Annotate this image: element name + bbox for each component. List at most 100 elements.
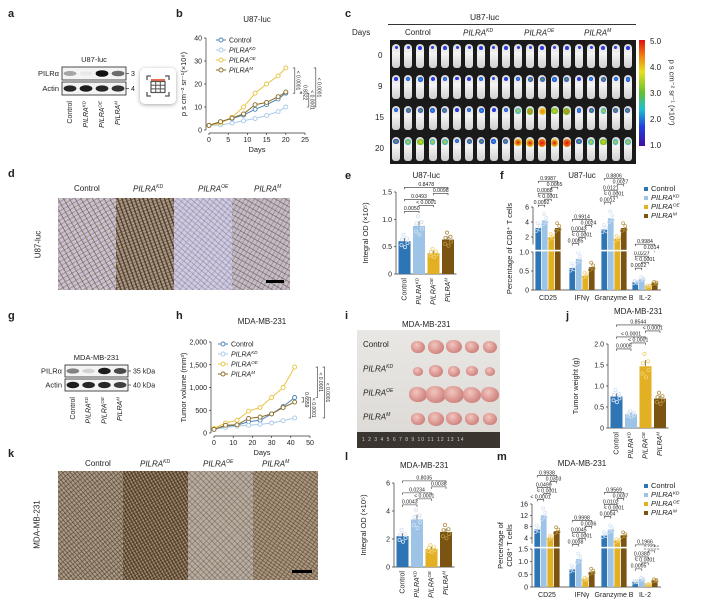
chart-m-data-point <box>540 517 544 522</box>
mouse <box>562 106 571 130</box>
chart-b-data-point <box>252 90 258 96</box>
panel-c-day-9: 9 <box>378 82 383 91</box>
chart-j-data-point <box>617 396 622 401</box>
chart-b-legend-marker <box>218 57 224 63</box>
mouse <box>599 106 608 130</box>
chart-l-p-value: 0.0038 <box>431 482 447 488</box>
chart-m-y-label: Percentage of <box>496 521 505 569</box>
chart-f-data-point <box>575 260 579 265</box>
chart-f-data-point <box>610 213 615 218</box>
chart-h-data-point <box>234 417 240 423</box>
chart-f-bar <box>651 283 658 290</box>
chart-e-data-point <box>404 236 409 241</box>
chart-f-bar <box>614 238 621 290</box>
chart-m-y-tick-label: 4 <box>524 536 528 543</box>
luminescence-signal <box>614 46 618 50</box>
chart-l-x-tick-label: PILRAOE <box>427 570 436 598</box>
panel-d-label-oe: PILRAOE <box>198 184 228 194</box>
label-gene: Control <box>402 278 409 301</box>
chart-m-legend-swatch <box>644 502 648 506</box>
sup: OE <box>226 459 234 465</box>
table-extract-button[interactable] <box>140 68 176 104</box>
chart-m-comparison-bracket <box>634 544 656 547</box>
mouse <box>599 44 608 68</box>
gene: PILRA <box>133 184 157 194</box>
chart-m-comparison-bracket <box>536 475 558 478</box>
histology-kd <box>123 471 188 580</box>
chart-b-comparison-bracket <box>299 91 303 94</box>
panel-g-marker-label: 35 kDa <box>133 369 155 376</box>
luminescence-signal <box>431 46 435 50</box>
mouse <box>404 106 413 130</box>
chart-f-p-value: 0.0092 <box>534 200 550 206</box>
label-sup: KD <box>82 100 87 107</box>
chart-m-comparison-bracket <box>571 520 593 523</box>
luminescence-signal <box>601 46 606 50</box>
ivis-row <box>390 71 636 102</box>
chart-m-data-point <box>572 568 576 573</box>
chart-e-x-tick-label: Control <box>402 278 409 301</box>
chart-f-p-value: 0.0065 <box>547 182 563 188</box>
chart-j-data-point <box>642 351 647 356</box>
chart-e-data-point <box>417 232 422 237</box>
chart-m-comparison-bracket <box>571 544 580 547</box>
chart-f-y-tick-label: 1.0 <box>519 250 529 257</box>
chart-f-comparison-bracket <box>550 186 559 190</box>
chart-f-data-point <box>588 268 592 272</box>
label-gene: PILRA <box>229 58 250 65</box>
chart-m-comparison-bracket <box>543 493 551 496</box>
chart-f-legend-label: PILRAKD <box>651 193 680 202</box>
chart-b-y-tick-label: 40 <box>194 36 202 43</box>
chart-l-data-point <box>412 515 417 520</box>
luminescence-signal <box>479 77 484 82</box>
chart-f-bar <box>548 237 555 290</box>
chart-m-legend-swatch <box>644 484 648 488</box>
chart-e-data-point <box>444 230 449 235</box>
mouse <box>623 137 632 161</box>
chart-j-p-value: 0.0005 <box>616 344 632 350</box>
chart-e-comparison-bracket <box>404 210 420 214</box>
mouse <box>489 75 498 99</box>
panel-c-group-oe: PILRAOE <box>524 28 554 38</box>
mouse <box>599 137 608 161</box>
chart-m-legend-swatch <box>644 493 648 497</box>
chart-l-data-point <box>440 534 445 539</box>
luminescence-signal <box>538 139 547 147</box>
chart-m-bar <box>614 540 621 587</box>
chart-e-y-tick-label: 1.0 <box>382 217 392 224</box>
luminescence-signal <box>528 46 532 50</box>
chart-f-p-value: 0.0012 <box>600 197 616 203</box>
chart-e-comparison-bracket <box>418 204 434 208</box>
tumor <box>464 340 480 354</box>
tumor <box>411 341 425 353</box>
panel-label-m: m <box>497 451 507 463</box>
mouse <box>611 75 620 99</box>
chart-m-comparison-bracket <box>610 510 618 513</box>
chart-b-x-label: Days <box>248 145 265 154</box>
chart-f-x-tick-label: IFNγ <box>575 295 590 302</box>
chart-f-data-point <box>591 263 596 268</box>
chart-m-data-point <box>654 579 659 583</box>
chart-h-y-tick-label: 2,000 <box>189 340 207 347</box>
luminescence-signal <box>577 77 581 81</box>
tumor <box>409 387 427 403</box>
mouse <box>538 137 547 161</box>
chart-l-data-point <box>397 532 402 537</box>
panel-c-group-m: PILRAM <box>584 28 611 38</box>
chart-m-data-point <box>588 571 592 576</box>
label-sup: KD <box>84 396 89 403</box>
chart-h-data-point <box>269 411 275 417</box>
chart-f-bar <box>638 279 645 290</box>
chart-f-x-tick-label: Granzyme B <box>595 295 634 302</box>
mouse <box>440 137 449 161</box>
histology-m <box>232 198 290 290</box>
label-sup: OE <box>673 203 681 209</box>
chart-f-data-point <box>572 267 576 272</box>
chart-m-p-value: 0.0038 <box>568 539 584 545</box>
chart-l-data-point <box>446 532 451 537</box>
label-sup: OE <box>100 396 105 404</box>
chart-j-comparison-bracket <box>645 330 661 333</box>
mouse <box>501 137 510 161</box>
mouse <box>514 106 522 130</box>
chart-f-data-point <box>554 229 558 233</box>
